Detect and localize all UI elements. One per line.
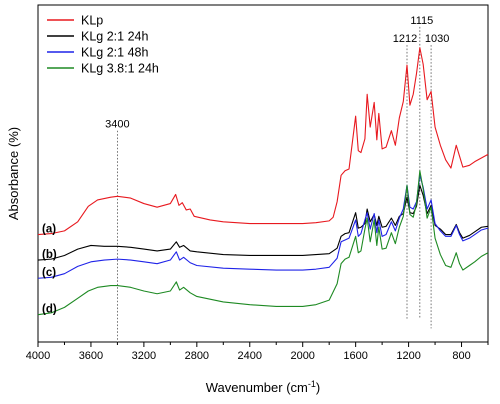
- legend-label-4: KLg 3.8:1 24h: [81, 62, 159, 76]
- x-tick-label: 3200: [132, 350, 156, 362]
- annotation-label-1030: 1030: [425, 33, 449, 45]
- x-axis-ticks: 4000 3600 3200 2800 2400 2000 1600 1200 800: [26, 342, 489, 362]
- plot-border: [37, 4, 489, 343]
- trace-label-1: (a): [42, 224, 56, 236]
- x-tick-label: 4000: [26, 350, 50, 362]
- y-axis-title: Absorbance (%): [6, 127, 21, 220]
- reference-lines: [117, 26, 432, 342]
- series-line-3: [37, 174, 489, 279]
- x-axis-title: Wavenumber (cm-1): [206, 379, 320, 395]
- legend-label-2: KLg 2:1 24h: [81, 30, 148, 44]
- plot-frame: [37, 4, 489, 343]
- series-line-2: [37, 184, 489, 261]
- annotation-label-1212: 1212: [393, 33, 417, 45]
- x-tick-label: 3600: [79, 350, 103, 362]
- legend-label-3: KLg 2:1 48h: [81, 46, 148, 60]
- trace-labels: (a) (b) (c) (d): [42, 224, 57, 316]
- trace-label-4: (d): [42, 304, 57, 316]
- trace-label-3: (c): [42, 267, 56, 279]
- annotations: 3400 1212 1115 1030: [105, 15, 449, 131]
- x-tick-label: 2400: [238, 350, 262, 362]
- x-tick-label: 2000: [290, 350, 314, 362]
- x-tick-label: 1200: [396, 350, 420, 362]
- legend-label-1: KLp: [81, 14, 103, 28]
- series-line-4: [37, 170, 489, 316]
- x-tick-label: 2800: [185, 350, 209, 362]
- x-tick-label: 800: [452, 350, 470, 362]
- x-tick-label: 1600: [343, 350, 367, 362]
- annotation-label-1115: 1115: [410, 15, 433, 27]
- series-lines: [37, 47, 489, 316]
- legend: KLp KLg 2:1 24h KLg 2:1 48h KLg 3.8:1 24h: [47, 14, 159, 76]
- trace-label-2: (b): [42, 249, 57, 261]
- annotation-label-3400: 3400: [105, 119, 129, 131]
- series-line-1: [37, 47, 489, 236]
